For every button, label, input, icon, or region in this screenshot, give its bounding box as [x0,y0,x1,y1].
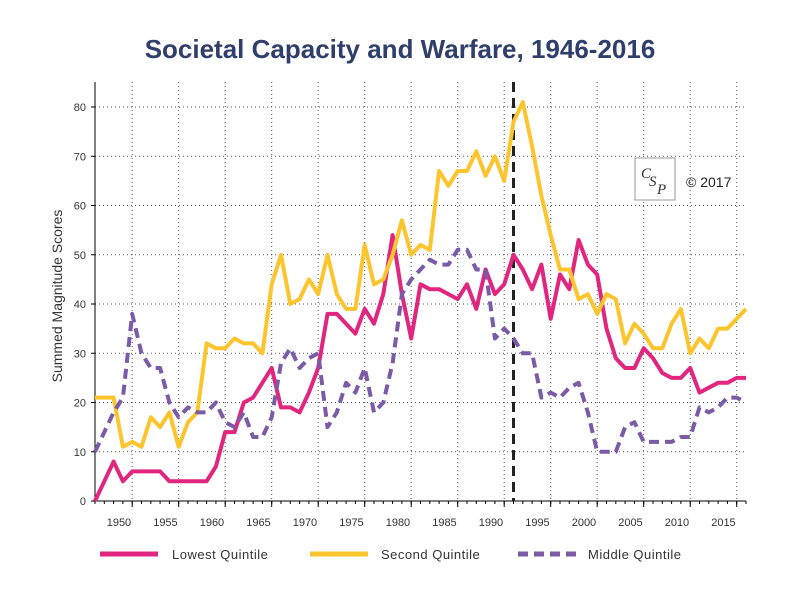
series-line-middle-quintile [93,247,747,454]
y-tick-label: 40 [74,299,86,311]
tick-labels: 0 10 20 30 40 50 60 70 80 1950 1955 1960 1965 1970 197… [74,102,747,529]
copyright-text: © 2017 [686,174,732,190]
y-tick-label: 50 [74,250,86,262]
x-tick-label: 2010 [665,517,689,529]
y-tick-label: 20 [74,398,86,410]
csp-logo: C S P [634,157,676,201]
y-tick-label: 10 [74,447,86,459]
legend-label: Second Quintile [381,547,480,562]
y-tick-label: 0 [80,496,86,508]
x-tick-label: 1980 [386,517,410,529]
csp-logo-p: P [656,182,666,198]
x-tick-label: 1960 [200,517,224,529]
y-tick-label: 70 [74,151,86,163]
legend: Lowest Quintile Second Quintile Middle Qui… [100,547,682,562]
series-line-lowest-quintile [93,233,746,502]
chart-title: Societal Capacity and Warfare, 1946-2016 [144,34,656,64]
csp-logo-c: C [641,166,652,182]
x-tick-label: 2015 [711,517,735,529]
series-lines [93,100,748,502]
x-tick-label: 1995 [525,517,549,529]
x-tick-label: 2005 [618,517,642,529]
x-tick-label: 1965 [246,517,270,529]
y-tick-label: 80 [74,102,86,114]
legend-label: Lowest Quintile [172,547,268,562]
x-tick-label: 1950 [107,517,131,529]
csp-logo-s: S [649,174,657,190]
x-tick-label: 1970 [293,517,317,529]
y-tick-label: 60 [74,201,86,213]
y-axis-label: Summed Magnitude Scores [49,210,65,383]
series-line-second-quintile [95,100,748,449]
x-tick-label: 1990 [479,517,503,529]
y-tick-label: 30 [74,348,86,360]
x-tick-label: 1975 [339,517,363,529]
x-tick-label: 1955 [153,517,177,529]
x-tick-label: 2000 [572,517,596,529]
legend-label: Middle Quintile [588,547,682,562]
x-tick-label: 1985 [432,517,456,529]
